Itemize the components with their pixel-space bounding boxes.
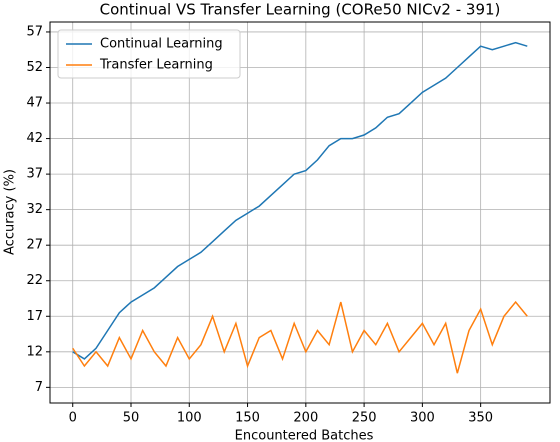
plot-frame [49,21,551,404]
y-tick-label: 7 [35,380,43,395]
x-tick-label: 150 [235,411,260,426]
legend-label: Transfer Learning [99,58,213,73]
x-tick-label: 0 [69,411,77,426]
y-tick-label: 57 [26,24,43,39]
x-tick-label: 200 [293,411,318,426]
x-axis-label: Encountered Batches [235,429,374,442]
legend-label: Continual Learning [100,37,223,52]
y-tick-label: 27 [26,238,43,253]
x-tick-label: 50 [123,411,140,426]
x-tick-label: 250 [352,411,377,426]
y-tick-label: 12 [26,344,43,359]
x-tick-label: 100 [177,411,202,426]
chart-title: Continual VS Transfer Learning (CORe50 N… [100,1,501,19]
y-tick-label: 42 [26,131,43,146]
line-series [72,41,528,360]
y-tick-label: 52 [26,60,43,75]
line-series [72,300,528,374]
x-tick-label: 300 [410,411,435,426]
y-axis-label: Accuracy (%) [3,169,18,255]
y-tick-label: 47 [26,96,43,111]
y-tick-label: 37 [26,167,43,182]
legend-box [57,29,241,79]
y-tick-label: 17 [26,309,43,324]
x-tick-label: 350 [468,411,493,426]
y-tick-label: 32 [26,202,43,217]
y-tick-label: 22 [26,273,43,288]
